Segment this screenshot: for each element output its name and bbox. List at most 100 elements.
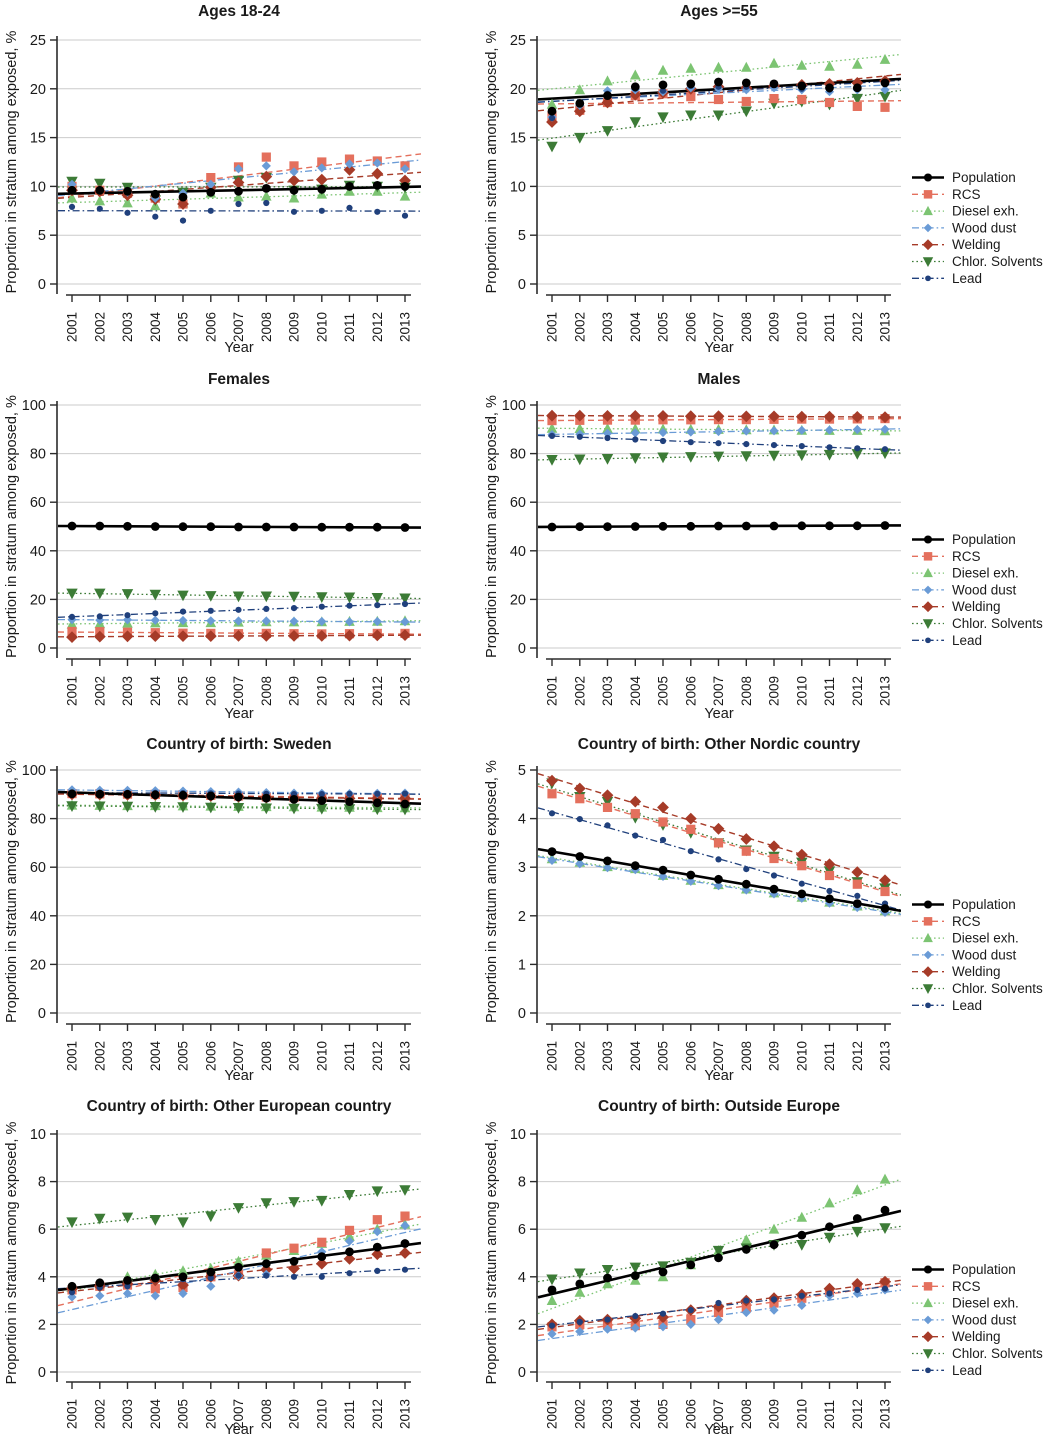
marker-rcs	[602, 802, 613, 812]
legend-item-population: Population	[912, 1262, 1016, 1277]
marker-lead	[687, 1307, 694, 1314]
legend-marker	[922, 1331, 934, 1343]
marker-population	[714, 77, 723, 87]
marker-chlor-solvents	[177, 802, 189, 813]
marker-population	[769, 79, 779, 89]
x-tick-label: 2004	[628, 311, 643, 342]
panel-cob-sweden: Country of birth: Sweden 0 20 40 60 80 100 2001…	[0, 727, 480, 1092]
x-tick-label: 2013	[878, 1399, 893, 1429]
marker-wood-dust	[67, 179, 77, 189]
marker-population	[658, 1267, 668, 1277]
marker-lead	[374, 1267, 381, 1274]
marker-lead	[179, 217, 187, 224]
marker-lead	[179, 608, 187, 615]
marker-lead	[632, 1313, 639, 1320]
x-tick-label: 2008	[739, 676, 754, 706]
marker-wood-dust	[317, 1247, 327, 1257]
y-tick-label: 15	[30, 131, 46, 147]
marker-wood-dust	[575, 859, 585, 869]
marker-diesel-exh	[574, 423, 586, 433]
marker-lead	[659, 1310, 667, 1317]
marker-wood-dust	[713, 1315, 724, 1325]
marker-chlor-solvents	[371, 804, 383, 816]
x-tick-label: 2008	[259, 676, 274, 706]
marker-population	[95, 789, 105, 799]
marker-rcs	[317, 1237, 327, 1247]
marker-welding	[399, 1247, 411, 1259]
marker-diesel-exh	[399, 190, 411, 201]
x-axis-label: Year	[224, 340, 253, 356]
marker-diesel-exh	[602, 423, 613, 433]
marker-lead	[548, 115, 556, 122]
y-tick-label: 6	[38, 1222, 46, 1238]
trend-line-diesel-exh	[537, 1178, 901, 1315]
x-tick-label: 2002	[572, 1041, 587, 1071]
marker-rcs	[547, 789, 557, 799]
marker-welding	[343, 163, 356, 176]
marker-lead	[68, 613, 76, 620]
legend: Population RCS Diesel exh.Wood dust Welding…	[912, 1262, 1043, 1378]
marker-rcs	[575, 794, 585, 804]
marker-diesel-exh	[602, 1278, 613, 1289]
marker-diesel-exh	[768, 57, 780, 68]
marker-rcs	[658, 817, 668, 827]
legend: Population RCS Diesel exh.Wood dust Welding…	[912, 170, 1043, 286]
x-tick-label: 2002	[92, 1399, 107, 1429]
marker-welding	[232, 176, 245, 189]
marker-welding	[260, 170, 273, 183]
y-tick-label: 100	[22, 763, 46, 779]
marker-wood-dust	[400, 164, 410, 174]
trend-line-lead	[537, 807, 901, 911]
marker-chlor-solvents	[260, 803, 272, 815]
marker-welding	[684, 812, 697, 825]
marker-wood-dust	[122, 615, 133, 625]
marker-population	[261, 184, 271, 193]
marker-welding	[121, 630, 134, 643]
marker-lead	[68, 1289, 76, 1296]
marker-welding	[851, 411, 864, 423]
marker-population	[852, 1214, 862, 1223]
x-tick-label: 2009	[767, 312, 782, 342]
marker-welding	[740, 833, 753, 845]
marker-wood-dust	[317, 616, 327, 627]
marker-wood-dust	[206, 179, 216, 189]
series-population	[67, 789, 410, 809]
marker-rcs	[344, 154, 355, 164]
marker-welding	[315, 173, 328, 186]
legend-item-label: RCS	[952, 549, 981, 564]
marker-population	[575, 1279, 585, 1289]
marker-welding	[601, 789, 614, 802]
series-rcs	[547, 789, 890, 897]
legend-item-label: Lead	[952, 1363, 982, 1378]
series-chlor-solvents	[66, 801, 411, 816]
x-tick-label: 2010	[314, 1041, 329, 1071]
marker-lead	[632, 832, 639, 839]
x-tick-label: 2004	[148, 1398, 163, 1429]
x-tick-label: 2012	[370, 676, 385, 706]
marker-welding	[288, 630, 300, 642]
y-axis-label: Proportion in stratum among exposed, %	[484, 395, 500, 658]
marker-rcs	[261, 1248, 271, 1258]
marker-population	[206, 522, 216, 532]
marker-rcs	[372, 1215, 382, 1225]
x-tick-label: 2009	[287, 1041, 302, 1071]
y-tick-label: 10	[510, 1127, 526, 1143]
marker-wood-dust	[547, 1329, 557, 1339]
y-tick-label: 20	[30, 957, 46, 973]
x-tick-label: 2001	[545, 1399, 560, 1429]
y-tick-label: 20	[30, 592, 46, 608]
marker-chlor-solvents	[629, 1262, 641, 1274]
marker-welding	[288, 174, 300, 187]
x-tick-label: 2001	[545, 312, 560, 342]
x-tick-label: 2008	[259, 1399, 274, 1429]
marker-rcs	[741, 846, 751, 856]
x-tick-label: 2003	[120, 1399, 135, 1429]
marker-population	[880, 904, 890, 913]
x-tick-label: 2002	[572, 676, 587, 706]
y-axis-label: Proportion in stratum among exposed, %	[484, 1122, 500, 1385]
y-axis-label: Proportion in stratum among exposed, %	[4, 395, 20, 658]
marker-rcs	[150, 1284, 160, 1294]
marker-diesel-exh	[546, 422, 558, 433]
marker-chlor-solvents	[601, 796, 614, 808]
marker-diesel-exh	[824, 60, 835, 71]
